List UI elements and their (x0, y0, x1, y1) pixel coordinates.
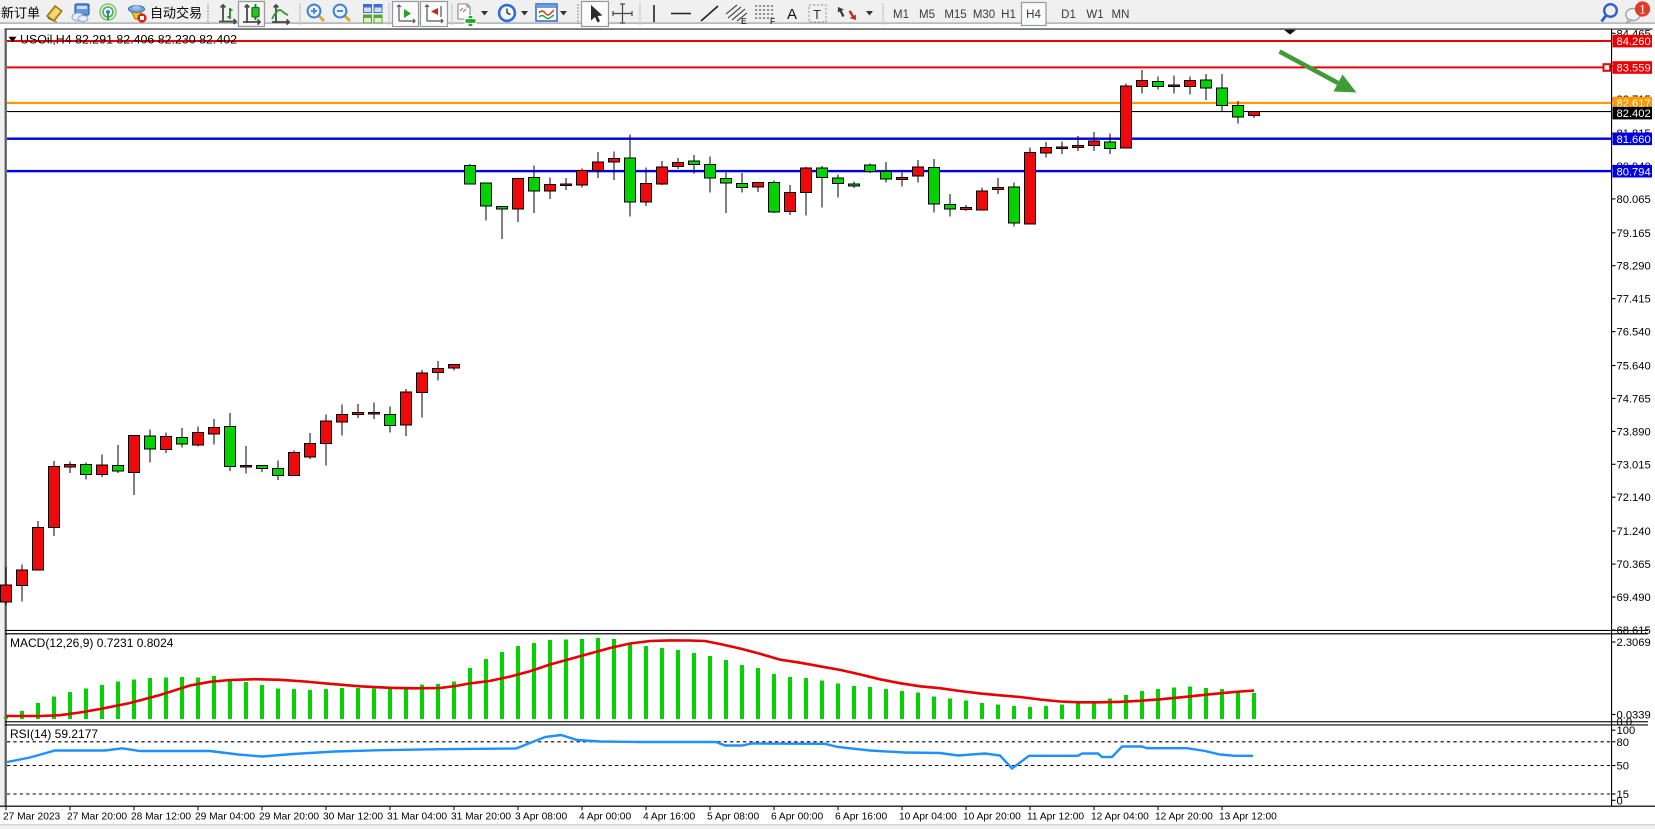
svg-text:75.640: 75.640 (1617, 361, 1651, 373)
svg-text:M5: M5 (919, 9, 935, 21)
svg-text:0.0339: 0.0339 (1617, 710, 1651, 722)
svg-text:78.290: 78.290 (1617, 261, 1651, 273)
svg-text:69.490: 69.490 (1617, 592, 1651, 604)
svg-text:31 Mar 04:00: 31 Mar 04:00 (387, 812, 447, 823)
svg-text:11 Apr 12:00: 11 Apr 12:00 (1027, 812, 1084, 823)
svg-text:4 Apr 16:00: 4 Apr 16:00 (643, 812, 695, 823)
svg-text:4 Apr 00:00: 4 Apr 00:00 (579, 812, 631, 823)
svg-text:M1: M1 (893, 9, 909, 21)
svg-text:27 Mar 2023: 27 Mar 2023 (3, 812, 61, 823)
svg-text:29 Mar 04:00: 29 Mar 04:00 (195, 812, 255, 823)
svg-text:83.559: 83.559 (1617, 63, 1651, 75)
svg-text:0.0: 0.0 (1617, 717, 1633, 729)
svg-text:自动交易: 自动交易 (150, 6, 202, 21)
svg-text:1: 1 (1639, 2, 1646, 17)
svg-text:80.794: 80.794 (1617, 166, 1651, 178)
svg-text:73.890: 73.890 (1617, 426, 1651, 438)
svg-text:68.615: 68.615 (1617, 625, 1651, 637)
svg-text:80: 80 (1617, 737, 1629, 749)
svg-text:M30: M30 (973, 9, 995, 21)
svg-text:27 Mar 20:00: 27 Mar 20:00 (67, 812, 127, 823)
svg-text:6 Apr 16:00: 6 Apr 16:00 (835, 812, 887, 823)
svg-text:50: 50 (1617, 761, 1629, 773)
svg-text:3 Apr 08:00: 3 Apr 08:00 (515, 812, 567, 823)
svg-text:30 Mar 12:00: 30 Mar 12:00 (323, 812, 383, 823)
svg-text:12 Apr 20:00: 12 Apr 20:00 (1155, 812, 1213, 823)
svg-text:29 Mar 20:00: 29 Mar 20:00 (259, 812, 319, 823)
svg-text:74.765: 74.765 (1617, 393, 1651, 405)
svg-text:84.260: 84.260 (1617, 36, 1651, 48)
svg-text:5 Apr 08:00: 5 Apr 08:00 (707, 812, 759, 823)
svg-text:82.402: 82.402 (1617, 108, 1651, 120)
svg-text:USOil,H4 82.291 82.406 82.230: USOil,H4 82.291 82.406 82.230 82.402 (20, 32, 237, 46)
svg-text:H4: H4 (1026, 9, 1041, 21)
svg-text:E: E (741, 16, 747, 26)
svg-text:10 Apr 20:00: 10 Apr 20:00 (963, 812, 1021, 823)
svg-text:76.540: 76.540 (1617, 327, 1651, 339)
svg-text:71.240: 71.240 (1617, 526, 1651, 538)
svg-text:28 Mar 12:00: 28 Mar 12:00 (131, 812, 191, 823)
svg-text:81.660: 81.660 (1617, 134, 1651, 146)
svg-text:10 Apr 04:00: 10 Apr 04:00 (899, 812, 957, 823)
svg-text:80.065: 80.065 (1617, 194, 1651, 206)
svg-text:2.3069: 2.3069 (1617, 637, 1651, 649)
svg-text:12 Apr 04:00: 12 Apr 04:00 (1091, 812, 1149, 823)
svg-text:13 Apr 12:00: 13 Apr 12:00 (1219, 812, 1277, 823)
svg-text:MN: MN (1112, 9, 1130, 21)
svg-text:31 Mar 20:00: 31 Mar 20:00 (451, 812, 511, 823)
svg-text:100: 100 (1617, 725, 1636, 737)
svg-text:73.015: 73.015 (1617, 459, 1651, 471)
svg-text:6 Apr 00:00: 6 Apr 00:00 (771, 812, 823, 823)
svg-text:W1: W1 (1086, 9, 1103, 21)
svg-text:H1: H1 (1001, 9, 1016, 21)
svg-text:T: T (813, 7, 821, 22)
svg-text:72.140: 72.140 (1617, 492, 1651, 504)
svg-text:M15: M15 (944, 9, 966, 21)
svg-text:MACD(12,26,9) 0.7231 0.8024: MACD(12,26,9) 0.7231 0.8024 (10, 636, 174, 650)
svg-text:A: A (787, 6, 797, 23)
svg-text:77.415: 77.415 (1617, 294, 1651, 306)
svg-text:新订单: 新订单 (1, 6, 40, 21)
svg-text:D1: D1 (1061, 9, 1076, 21)
svg-text:0: 0 (1617, 795, 1623, 807)
svg-text:15: 15 (1617, 789, 1629, 801)
svg-text:70.365: 70.365 (1617, 559, 1651, 571)
svg-text:F: F (770, 16, 775, 26)
svg-text:79.165: 79.165 (1617, 228, 1651, 240)
svg-text:RSI(14) 59.2177: RSI(14) 59.2177 (10, 727, 98, 741)
